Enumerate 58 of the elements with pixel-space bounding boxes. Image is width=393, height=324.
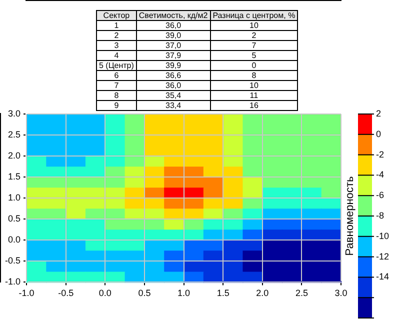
text: 8 <box>210 70 298 80</box>
x-tick-label: -0.5 <box>58 288 74 298</box>
color-bar-label: -10 <box>376 230 390 241</box>
text: Сектор <box>96 10 136 20</box>
x-tick-label: 0.0 <box>98 288 112 298</box>
text: 0 <box>210 60 298 70</box>
color-bar-label: -4 <box>376 170 384 180</box>
text: 11 <box>210 90 298 100</box>
text: 36,6 <box>136 70 210 80</box>
text: 2 <box>96 30 136 40</box>
text: 1 <box>96 20 136 30</box>
text: 37,9 <box>136 50 210 60</box>
text: Светимость, кд/м2 <box>136 10 210 20</box>
x-tick-label: 0.5 <box>138 288 151 298</box>
text: 3 <box>96 40 136 50</box>
text: 39,0 <box>136 30 210 40</box>
y-tick-label: 2.0 <box>8 150 21 161</box>
x-tick-label: 2.0 <box>256 288 269 298</box>
x-tick-label: 2.5 <box>295 288 308 298</box>
text: 9 <box>96 100 136 110</box>
color-bar-label: -2 <box>376 149 384 160</box>
x-tick-label: 1.0 <box>177 288 190 298</box>
text: 39,9 <box>136 60 210 70</box>
text: 4 <box>96 50 136 60</box>
x-tick-label: 3.0 <box>334 288 348 298</box>
color-bar-label: -14 <box>376 272 390 282</box>
text: 7 <box>210 40 298 50</box>
color-bar-label: 2 <box>376 108 382 118</box>
text: 35,4 <box>136 90 210 100</box>
y-tick-label: 1.0 <box>8 192 21 203</box>
color-bar-label: -12 <box>376 251 390 262</box>
color-bar-label: -8 <box>376 210 384 220</box>
y-tick-label: 2.5 <box>8 130 21 140</box>
x-tick-label: 1.5 <box>216 288 230 298</box>
text: 10 <box>210 20 298 30</box>
color-bar-title: Равномерность <box>344 176 356 256</box>
text: 10 <box>210 80 298 90</box>
text: Разница с центром, % <box>210 10 298 20</box>
text: 8 <box>96 90 136 100</box>
y-tick-label: 1.5 <box>8 172 21 182</box>
y-tick-label: 3.0 <box>8 108 21 118</box>
text: 2 <box>210 30 298 40</box>
y-tick-label: 0.0 <box>8 234 21 245</box>
text: 5 (Центр) <box>96 60 136 70</box>
text: 37,0 <box>136 40 210 50</box>
text: 36,0 <box>136 20 210 30</box>
text: 5 <box>210 50 298 60</box>
text: 6 <box>96 70 136 80</box>
y-tick-label: -1.0 <box>4 276 21 287</box>
text: 16 <box>210 100 298 110</box>
text: 7 <box>96 80 136 90</box>
color-bar-label: 0 <box>376 128 382 139</box>
y-tick-label: 0.5 <box>8 214 21 224</box>
color-bar-label: -6 <box>376 190 384 200</box>
y-tick-label: -0.5 <box>4 256 21 266</box>
text: 36,0 <box>136 80 210 90</box>
x-tick-label: -1.0 <box>18 288 34 298</box>
text: 33,4 <box>136 100 210 110</box>
